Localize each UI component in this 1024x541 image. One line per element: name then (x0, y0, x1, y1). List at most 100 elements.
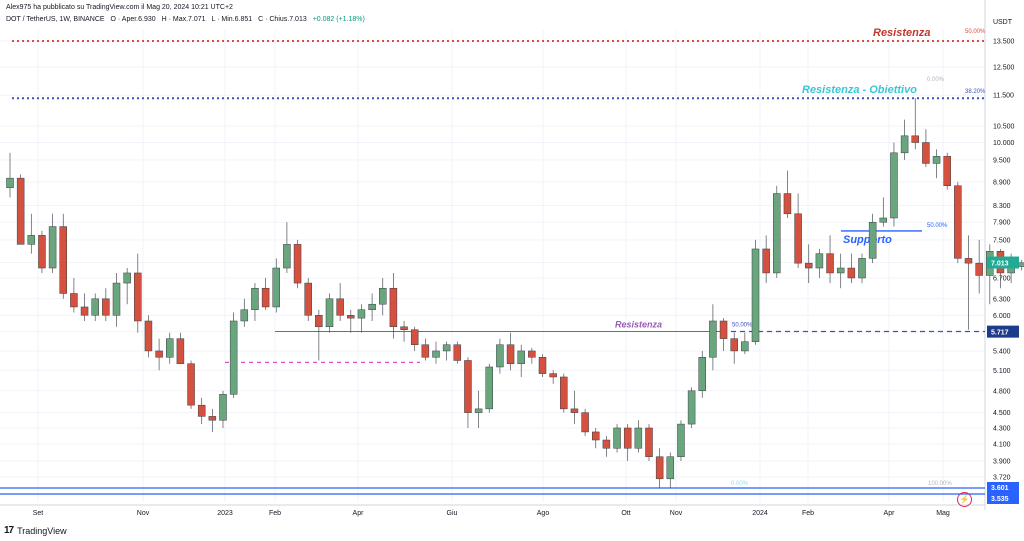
tradingview-logo[interactable]: 17 TradingView (4, 525, 67, 536)
lightning-icon[interactable]: ⚡ (957, 492, 972, 507)
candle-body (368, 303, 376, 310)
tradingview-logo-icon: 17 (4, 525, 14, 536)
level-3601-label: 3.601 (991, 485, 1009, 492)
ohlc-low: L · Min.6.851 (211, 16, 253, 23)
candle-body (954, 185, 962, 259)
x-tick-label: Nov (670, 510, 683, 517)
candle-body (389, 287, 398, 328)
resistance-top-pct: 50.00% (965, 29, 986, 35)
currency-label[interactable]: USDT (992, 19, 1012, 26)
y-tick-label: 6.300 (993, 296, 1011, 303)
candle-body (336, 298, 344, 316)
y-tick-label: 3.900 (993, 459, 1011, 466)
candle-body (709, 320, 717, 358)
candle-body (655, 456, 664, 480)
candle-body (847, 267, 856, 279)
level-3535-label: 3.535 (991, 496, 1009, 503)
candle-body (496, 344, 504, 368)
y-tick-label: 6.700 (993, 275, 1011, 282)
x-tick-label: 2024 (752, 510, 768, 517)
candle-body (144, 320, 153, 352)
level-5717-label-bg (987, 325, 1019, 338)
candle-body (293, 244, 302, 284)
x-tick-label: Mag (936, 510, 950, 517)
candle-body (155, 350, 163, 358)
candle-body (645, 427, 653, 457)
resistance-mid-pct: 50.00% (732, 322, 753, 328)
candle-body (602, 439, 611, 449)
x-tick-label: Apr (353, 510, 365, 517)
resistance-mid-label: Resistenza (615, 319, 662, 329)
level-3601-bg (987, 482, 1019, 493)
last-price-label-bg (987, 256, 1019, 269)
candle-body (112, 282, 121, 316)
candle-body (623, 427, 632, 449)
resistance-top-label: Resistenza (873, 27, 930, 39)
candle-body (134, 272, 142, 322)
symbol-info-line: DOT / TetherUS, 1W, BINANCE O · Aper.6.9… (6, 16, 369, 23)
candle-body (943, 156, 951, 187)
candle-body (325, 298, 334, 328)
x-tick-label: Nov (137, 510, 150, 517)
candle-body (751, 248, 760, 342)
level-3535-bg (987, 493, 1019, 504)
last-price-label: 7.013 (991, 261, 1009, 268)
candle-body (698, 357, 706, 392)
candle-body (485, 366, 493, 410)
symbol-name[interactable]: DOT / TetherUS, 1W, BINANCE (6, 16, 105, 23)
candle-body (762, 248, 770, 274)
y-tick-label: 7.900 (993, 220, 1011, 227)
y-tick-label: 5.400 (993, 348, 1011, 355)
candle-body (261, 287, 270, 308)
candle-body (1018, 262, 1024, 267)
y-tick-label: 4.800 (993, 388, 1011, 395)
candle-body (560, 376, 568, 410)
y-tick-label: 3.720 (993, 475, 1011, 482)
candle-body (528, 350, 536, 358)
candle-body (400, 326, 408, 330)
candle-body (719, 320, 728, 339)
tradingview-logo-text: TradingView (17, 525, 67, 536)
y-tick-label: 6.000 (993, 313, 1011, 320)
candle-body (549, 373, 557, 378)
level-5717-label: 5.717 (991, 330, 1009, 337)
candle-body (91, 298, 99, 316)
candle-body (634, 427, 643, 449)
candle-body (229, 320, 238, 395)
candle-body (123, 272, 131, 284)
x-tick-label: Giu (447, 510, 458, 517)
candle-body (315, 315, 323, 328)
y-tick-label: 4.100 (993, 442, 1011, 449)
candle-body (741, 341, 749, 352)
candle-body (538, 357, 547, 374)
candle-body (794, 213, 802, 264)
fib-zero-pct: 0.00% (927, 77, 945, 83)
candle-body (251, 287, 259, 310)
candle-body (187, 363, 195, 406)
x-tick-label: Feb (269, 510, 281, 517)
candle-body (240, 309, 249, 322)
ohlc-open: O · Aper.6.930 (110, 16, 156, 23)
y-tick-label: 4.500 (993, 410, 1011, 417)
candle-body (730, 338, 738, 352)
low-pct-right: 100.00% (928, 481, 952, 487)
x-tick-label: 2023 (217, 510, 233, 517)
candle-body (432, 350, 440, 358)
candle-body (773, 193, 781, 274)
candle-body (166, 338, 174, 358)
candle-body (464, 360, 472, 413)
candle-body (70, 293, 78, 308)
candle-body (836, 267, 845, 274)
candle-body (506, 344, 515, 364)
candle-body (677, 423, 685, 457)
y-tick-label: 10.500 (993, 124, 1015, 131)
candle-body (219, 394, 227, 421)
support-label: Supporto (843, 234, 892, 246)
publisher-caption: Alex975 ha pubblicato su TradingView.com… (6, 4, 233, 11)
candle-body (357, 309, 366, 319)
y-tick-label: 9.500 (993, 157, 1011, 164)
candle-body (826, 253, 834, 274)
candle-body (666, 456, 675, 480)
candle-body (815, 253, 824, 269)
